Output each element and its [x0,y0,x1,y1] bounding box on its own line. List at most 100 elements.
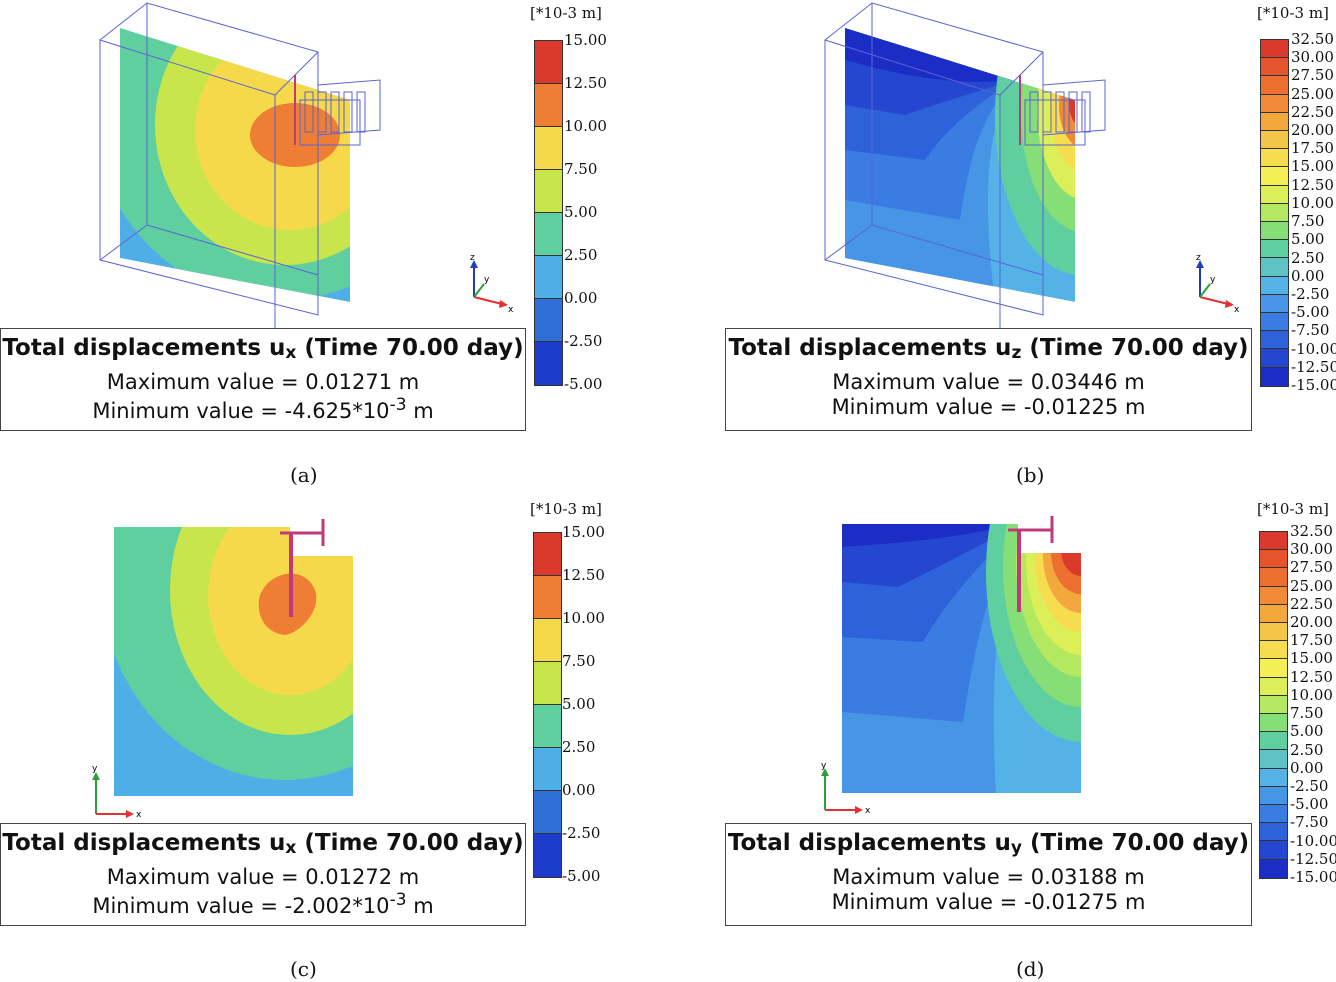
legend-tick-label: -12.50 [1290,849,1336,868]
legend-tick-label: 25.00 [1290,576,1333,595]
legend-tick-label: 15.00 [562,523,605,541]
legend-unit-b: [*10-3 m] [1257,4,1329,22]
axis-triad-c: y x [92,764,142,820]
contour-plot-d [842,516,1081,793]
legend-swatch [1261,222,1288,241]
legend-tick-label: 32.50 [1291,30,1334,48]
legend-swatch [1261,294,1288,314]
legend-swatch [1260,768,1287,787]
legend-swatch [1260,859,1287,878]
legend-tick-label: 20.00 [1290,613,1333,632]
legend-tick-label: 10.00 [562,609,605,627]
legend-swatch [535,256,562,299]
axis-triad-b: z y x [1196,253,1240,312]
legend-tick-label: 30.00 [1290,540,1333,559]
min-value-a: Minimum value = -4.625*10-3 m [92,395,434,423]
legend-tick-label: 2.50 [562,738,596,756]
legend-tick-label: 10.00 [1290,685,1333,704]
legend-swatch [534,619,561,662]
legend-swatch [1260,568,1287,587]
legend-swatch [1260,841,1287,860]
legend-tick-label: 7.50 [562,652,596,670]
axis-triad-a: z y x [470,253,514,312]
legend-tick-label: 2.50 [564,246,598,264]
legend-tick-label: 12.50 [1291,175,1334,194]
legend-swatch [535,299,562,342]
legend-swatch [1261,313,1288,332]
legend-swatch [535,127,562,170]
legend-swatch [1260,659,1287,678]
legend-swatch [1261,203,1288,223]
legend-swatch [1261,76,1288,95]
legend-tick-label: 22.50 [1290,594,1333,613]
legend-tick-label: 5.00 [1290,722,1324,741]
legend-swatch [534,533,561,576]
legend-unit-c: [*10-3 m] [530,500,602,518]
legend-tick-label: -10.00 [1291,339,1336,358]
legend-tick-label: -15.00 [1290,868,1336,886]
legend-tick-label: 17.50 [1290,631,1333,650]
legend-tick-label: 27.50 [1290,558,1333,577]
axis-label-x: x [136,810,142,820]
legend-swatch [1260,532,1287,551]
legend-swatch [1260,677,1287,696]
contour-plot-a [99,2,381,330]
legend-tick-label: 10.00 [564,117,607,135]
legend-tick-label: -5.00 [1290,795,1329,814]
legend-swatch [535,342,562,385]
legend-color-bar [534,40,563,386]
legend-color-bar [1260,39,1289,387]
legend-tick-label: 20.00 [1291,121,1334,140]
legend-tick-label: -7.50 [1290,813,1329,832]
legend-swatch [534,662,561,705]
legend-swatch [1260,623,1287,642]
legend-tick-label: 15.00 [1290,649,1333,668]
legend-swatch [534,834,561,877]
legend-swatch [535,84,562,127]
max-value-c: Maximum value = 0.01272 m [106,865,420,889]
legend-swatch [1260,550,1287,569]
legend-tick-label: 0.00 [562,781,596,799]
plot-title-d: Total displacements uy (Time 70.00 day) [727,830,1250,858]
legend-tick-label: 0.00 [1290,758,1324,777]
axis-label-x: x [508,305,514,312]
legend-swatch [534,576,561,619]
info-box-d: Total displacements uy (Time 70.00 day) … [725,823,1252,926]
min-value-d: Minimum value = -0.01275 m [831,890,1146,914]
legend-swatch [1261,367,1288,386]
legend-tick-label: 0.00 [564,289,598,307]
legend-tick-label: 7.50 [1291,212,1325,231]
plot-title-a: Total displacements ux (Time 70.00 day) [2,335,524,363]
legend-swatch [1261,185,1288,204]
legend-tick-label: -2.50 [1291,284,1330,303]
legend-tick-label: 15.00 [564,31,607,49]
legend-color-bar [533,532,562,878]
legend-swatch [1261,149,1288,168]
legend-tick-label: 7.50 [1290,704,1324,723]
info-box-c: Total displacements ux (Time 70.00 day) … [0,823,526,926]
legend-swatch [1261,40,1288,59]
legend-swatch [1261,349,1288,368]
axis-label-y: y [1210,275,1216,285]
max-value-a: Maximum value = 0.01271 m [106,370,420,394]
legend-tick-label: 12.50 [1290,667,1333,686]
axis-label-x: x [1234,305,1240,312]
legend-swatch [535,213,562,256]
legend-swatch [534,705,561,748]
caption-c: (c) [290,957,317,981]
legend-swatch [1261,112,1288,132]
legend-tick-label: 12.50 [562,566,605,584]
legend-tick-label: -2.50 [562,824,601,842]
axis-triad-d: y x [821,761,871,816]
legend-swatch [1260,750,1287,769]
axis-label-y: y [484,275,490,285]
plot-title-b: Total displacements uz (Time 70.00 day) [728,335,1249,363]
legend-swatch [1261,258,1288,277]
axis-label-x: x [865,806,871,816]
legend-swatch [1261,58,1288,77]
legend-color-bar [1259,531,1288,879]
caption-d: (d) [1016,957,1045,981]
legend-tick-label: 2.50 [1290,740,1324,759]
legend-swatch [1261,331,1288,350]
legend-tick-label: 5.00 [564,203,598,221]
